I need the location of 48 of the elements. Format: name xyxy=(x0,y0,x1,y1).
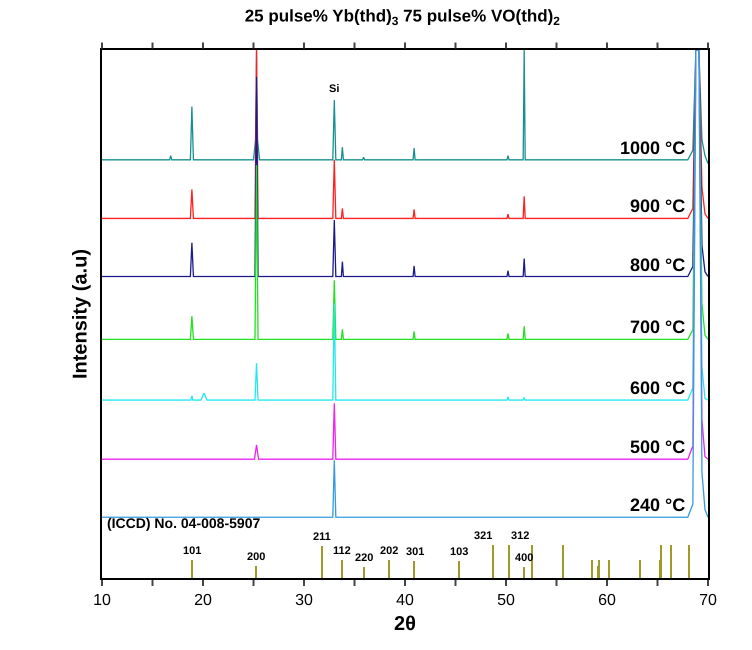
bar xyxy=(413,561,415,578)
bar xyxy=(191,560,193,578)
bar xyxy=(321,546,323,578)
annotation: 312 xyxy=(511,530,530,542)
bar xyxy=(341,560,343,578)
bar xyxy=(688,545,690,578)
series-label: 1000 °C xyxy=(620,138,686,158)
annotation: (ICCD) No. 04-008-5907 xyxy=(107,515,260,531)
annotation: 200 xyxy=(247,551,266,563)
bar xyxy=(508,545,510,578)
x-tick-label: 50 xyxy=(497,592,515,609)
chart-title: 25 pulse% Yb(thd)$_{3}$ 75 pulse% VO(thd)$_{2}$ xyxy=(244,6,560,28)
x-tick-label: 30 xyxy=(295,592,313,609)
x-axis-title: 2θ xyxy=(394,612,416,635)
x-tick-label: 70 xyxy=(699,592,717,609)
bar xyxy=(608,560,610,578)
annotation: 211 xyxy=(313,531,331,543)
bar xyxy=(660,545,662,578)
annotation: 112 xyxy=(333,545,351,557)
series-label: 600 °C xyxy=(630,378,686,398)
bar xyxy=(363,567,365,578)
series-label: 900 °C xyxy=(630,196,686,216)
bar xyxy=(639,560,641,578)
bar xyxy=(388,560,390,578)
annotation: 321 xyxy=(474,530,492,542)
bar xyxy=(670,545,672,578)
x-tick-label: 20 xyxy=(194,592,212,609)
x-tick-label: 40 xyxy=(396,592,414,609)
x-tick-label: 10 xyxy=(93,592,111,609)
y-axis-title: Intensity (a.u) xyxy=(69,248,92,380)
annotation: 101 xyxy=(183,545,202,557)
bar xyxy=(598,560,600,578)
series-label: 800 °C xyxy=(630,255,686,275)
series-label: 700 °C xyxy=(630,317,686,337)
annotation: 202 xyxy=(380,545,398,557)
annotation: 103 xyxy=(450,546,468,558)
series-label: 240 °C xyxy=(630,495,686,515)
bar xyxy=(591,560,593,578)
annotation: 220 xyxy=(355,552,374,564)
bar xyxy=(458,561,460,578)
annotation: Si xyxy=(329,83,340,95)
bar xyxy=(492,545,494,578)
x-tick-label: 60 xyxy=(598,592,616,609)
bar xyxy=(255,566,257,578)
bar xyxy=(523,567,525,578)
bar xyxy=(562,545,564,578)
annotation: 301 xyxy=(406,546,424,558)
series-label: 500 °C xyxy=(630,437,686,457)
